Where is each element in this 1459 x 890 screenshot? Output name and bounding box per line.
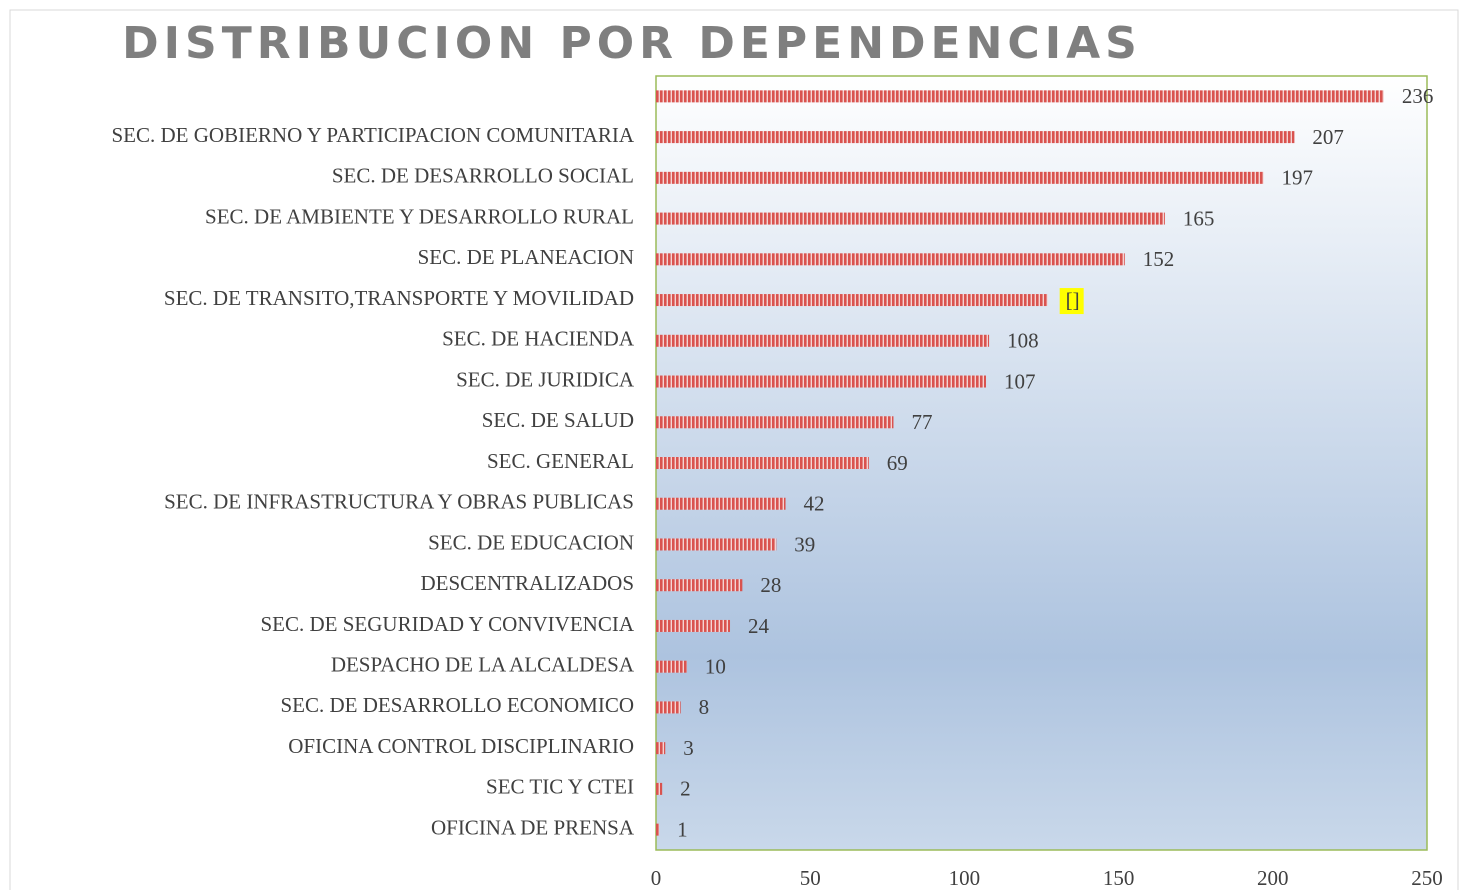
data-label: 165 <box>1183 206 1215 230</box>
y-tick-label: DESPACHO DE LA ALCALDESA <box>331 652 635 676</box>
x-tick-label: 50 <box>800 866 821 890</box>
bar <box>656 619 731 632</box>
bar <box>656 823 660 836</box>
data-label: 107 <box>1004 369 1036 393</box>
chart-border <box>9 9 1459 890</box>
y-tick-label: SEC. DE TRANSITO,TRANSPORTE Y MOVILIDAD <box>164 286 634 310</box>
bar <box>656 538 777 551</box>
data-label: 207 <box>1312 125 1344 149</box>
y-tick-label: SEC. GENERAL <box>487 449 634 473</box>
y-tick-label: SEC. DE DESARROLLO ECONOMICO <box>280 693 634 717</box>
x-tick-label: 250 <box>1411 866 1443 890</box>
data-label: 42 <box>804 492 825 516</box>
data-label: 39 <box>794 532 815 556</box>
data-label: [] <box>1066 288 1080 312</box>
bar <box>656 457 869 469</box>
data-label: 8 <box>699 695 710 719</box>
y-tick-label: SEC. DE SALUD <box>482 408 634 432</box>
data-label: 24 <box>748 614 770 638</box>
y-tick-label: SEC. DE PLANEACION <box>418 245 634 269</box>
x-tick-label: 200 <box>1257 866 1289 890</box>
bar <box>656 294 1048 307</box>
data-label: 108 <box>1007 329 1039 353</box>
data-label: 77 <box>911 410 932 434</box>
bar <box>656 334 990 347</box>
bar <box>656 171 1264 184</box>
y-tick-label: OFICINA DE PRENSA <box>431 815 635 839</box>
y-tick-label: SEC. DE INFRASTRUCTURA Y OBRAS PUBLICAS <box>164 490 634 514</box>
data-label: 1 <box>677 817 688 841</box>
chart-title: DISTRIBUCION POR DEPENDENCIAS <box>122 18 1142 69</box>
y-tick-label: SEC. DE GOBIERNO Y PARTICIPACION COMUNIT… <box>112 123 635 147</box>
bar <box>656 416 894 429</box>
y-tick-label: OFICINA CONTROL DISCIPLINARIO <box>288 734 634 758</box>
data-label: 2 <box>680 777 691 801</box>
y-tick-label: SEC. DE AMBIENTE Y DESARROLLO RURAL <box>205 204 634 228</box>
label-highlight <box>1059 288 1084 315</box>
data-label: 197 <box>1282 166 1314 190</box>
data-label: 10 <box>705 654 726 678</box>
bar <box>656 579 743 592</box>
bar <box>656 375 986 388</box>
data-label: 69 <box>887 451 908 475</box>
data-label: 28 <box>760 573 781 597</box>
x-tick-label: 150 <box>1103 866 1135 890</box>
bar <box>656 90 1384 103</box>
y-tick-label: SEC. DE SEGURIDAD Y CONVIVENCIA <box>260 612 634 636</box>
data-label: 236 <box>1402 84 1434 108</box>
data-label: 3 <box>683 736 694 760</box>
bar <box>656 742 666 755</box>
y-tick-label: DESCENTRALIZADOS <box>421 571 635 595</box>
y-tick-label: SEC TIC Y CTEI <box>486 775 634 799</box>
y-tick-label: SEC. DE JURIDICA <box>456 367 635 391</box>
y-tick-label: SEC. DE DESARROLLO SOCIAL <box>332 164 634 188</box>
bar <box>656 701 681 714</box>
bar <box>656 497 786 510</box>
data-label: 152 <box>1143 247 1175 271</box>
y-tick-label: SEC. DE HACIENDA <box>442 327 635 351</box>
bar <box>656 782 663 795</box>
bar <box>656 212 1165 225</box>
bar <box>656 660 687 673</box>
x-tick-label: 0 <box>651 866 662 890</box>
x-tick-label: 100 <box>949 866 981 890</box>
bar <box>656 253 1125 266</box>
y-tick-label: SEC. DE EDUCACION <box>428 530 634 554</box>
bar <box>656 131 1295 144</box>
